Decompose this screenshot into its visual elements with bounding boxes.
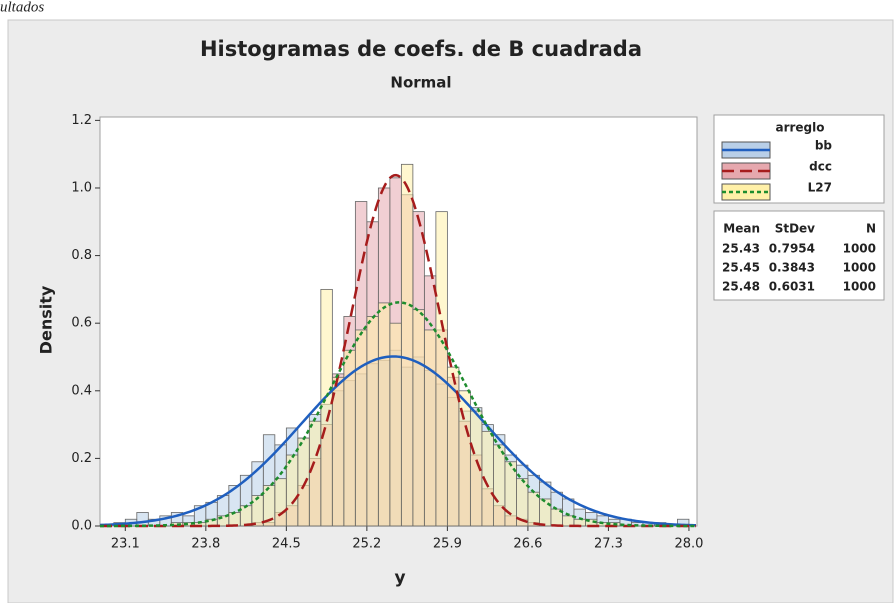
stats-cell: 0.6031 — [769, 280, 815, 294]
x-axis-label: y — [394, 568, 405, 588]
y-tick-label: 1.0 — [71, 180, 92, 195]
histogram-bar — [412, 309, 425, 527]
y-tick-label: 0.0 — [71, 519, 92, 534]
stats-header: StDev — [775, 222, 815, 236]
stats-cell: 0.7954 — [769, 242, 815, 256]
chart-subtitle: Normal — [390, 74, 451, 92]
y-tick-label: 0.6 — [71, 316, 92, 331]
stats-cell: 25.43 — [722, 242, 760, 256]
legend-title: arreglo — [775, 121, 824, 135]
y-tick-label: 1.2 — [71, 113, 92, 128]
histogram-bar — [377, 302, 391, 527]
histogram-bar — [320, 288, 333, 527]
normal-fit-curve — [99, 301, 697, 528]
y-tick-label: 0.4 — [71, 383, 92, 398]
histogram-bar — [423, 329, 437, 527]
y-tick-label: 0.8 — [71, 248, 92, 263]
histogram-bar — [239, 505, 253, 527]
stats-cell: 0.3843 — [769, 261, 815, 275]
x-tick-label: 26.6 — [513, 537, 542, 552]
stats-header: N — [866, 222, 876, 236]
stats-box — [713, 210, 885, 301]
normal-fit-curve — [100, 173, 696, 528]
stats-cell: 25.45 — [722, 261, 760, 275]
histogram-bar — [366, 316, 379, 527]
chart-title: Histogramas de coefs. de B cuadrada — [200, 37, 642, 61]
stats-header: Mean — [723, 222, 760, 236]
histogram-bar — [492, 444, 506, 527]
y-tick-label: 0.2 — [71, 451, 92, 466]
histogram-bar — [274, 478, 287, 527]
x-tick-label: 23.8 — [191, 537, 220, 552]
histogram-bar — [285, 454, 299, 527]
page-header: ultados — [0, 0, 44, 15]
x-tick-label: 25.9 — [433, 537, 462, 552]
legend-label: dcc — [809, 160, 832, 174]
histogram-bar — [331, 376, 345, 527]
x-tick-label: 28.0 — [674, 537, 703, 552]
histogram-bar — [228, 512, 241, 527]
legend-label: bb — [815, 139, 833, 153]
histogram-bar — [435, 211, 448, 527]
stats-cell: 1000 — [843, 280, 876, 294]
y-axis-label: Density — [37, 285, 56, 354]
stats-cell: 1000 — [843, 242, 876, 256]
x-tick-label: 24.5 — [272, 537, 301, 552]
histogram-bar — [308, 420, 322, 527]
histogram-bar — [389, 322, 402, 527]
histogram-bar — [136, 512, 149, 527]
histogram-bar — [527, 491, 540, 527]
normal-fit-curve — [99, 355, 697, 527]
x-tick-label: 23.1 — [111, 537, 140, 552]
histogram-bar — [297, 437, 310, 527]
histogram-bar — [354, 329, 368, 527]
legend-label: L27 — [808, 181, 832, 195]
x-tick-label: 25.2 — [352, 537, 381, 552]
stats-cell: 1000 — [843, 261, 876, 275]
x-tick-label: 27.3 — [594, 537, 623, 552]
stats-cell: 25.48 — [722, 280, 760, 294]
histogram-bar — [400, 163, 414, 527]
